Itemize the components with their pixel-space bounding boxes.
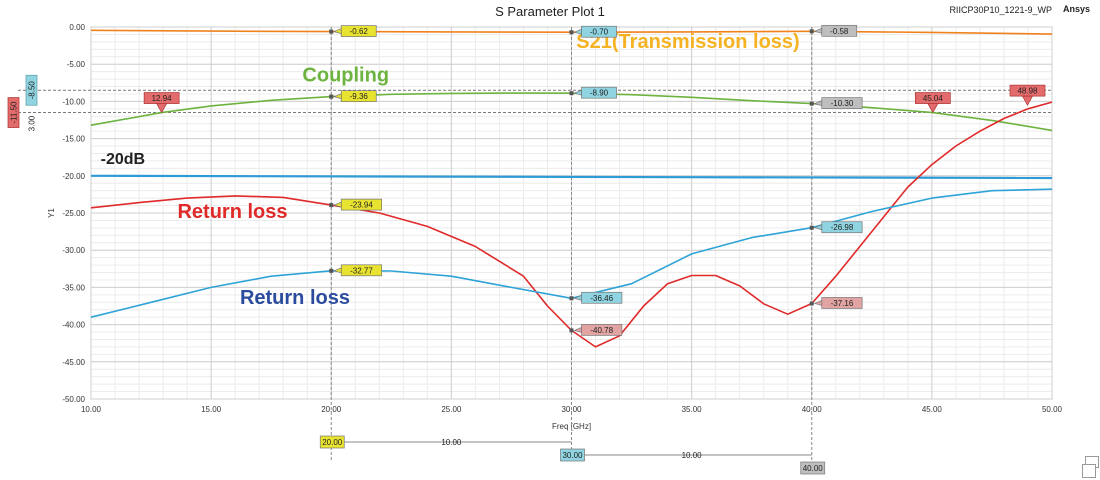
annotation-label: Return loss (177, 201, 287, 223)
marker-value-label: -23.94 (350, 201, 373, 210)
x-axis-label: Freq [GHz] (552, 422, 591, 431)
brand-logo: Ansys (1062, 4, 1090, 14)
y-axis-label: Y1 (47, 208, 56, 218)
y-tick-label: -30.00 (62, 246, 85, 255)
y-tick-label: -20.00 (62, 172, 85, 181)
x-tick-label: 45.00 (922, 405, 943, 414)
x-tick-label: 10.00 (81, 405, 102, 414)
marker-label-pointer (333, 267, 342, 274)
marker-label-pointer (813, 100, 823, 107)
marker-label-pointer (573, 28, 582, 35)
marker-value-label: -10.30 (831, 99, 854, 108)
triangle-marker-pointer (927, 103, 939, 114)
marker-dot (569, 91, 574, 96)
y-side-marker-label: -11.50 (10, 101, 19, 124)
marker-dot (329, 203, 334, 208)
annotation-label: S21(Transmission loss) (576, 31, 799, 53)
triangle-marker-pointer (156, 103, 168, 114)
triangle-marker-label: 12.94 (152, 94, 173, 103)
marker-dot (809, 101, 814, 106)
plot-title: S Parameter Plot 1 (495, 4, 605, 19)
marker-dot (329, 29, 334, 34)
y-tick-label: -15.00 (62, 135, 85, 144)
marker-dot (569, 328, 574, 333)
marker-value-label: -36.46 (590, 294, 613, 303)
y-side-marker-box (7, 97, 20, 128)
y-tick-label: -5.00 (67, 60, 86, 69)
y-side-marker-box (25, 74, 38, 106)
triangle-marker-pointer (1021, 95, 1034, 106)
marker-label-pointer (813, 224, 823, 231)
x-delta-marker-label: 30.00 (562, 451, 583, 460)
marker-dot (569, 296, 574, 301)
y-side-marker-label: -8.50 (28, 81, 37, 100)
marker-value-label: -37.16 (831, 299, 854, 308)
file-name-label: RIICP30P10_1221-9_WP (949, 5, 1052, 15)
corner-resize-icon[interactable] (1082, 464, 1096, 478)
marker-dot (329, 268, 334, 273)
x-delta-marker-box (800, 461, 826, 475)
marker-label-pointer (333, 93, 342, 100)
marker-dot (809, 225, 814, 230)
y-tick-label: 0.00 (69, 23, 85, 32)
marker-label-pointer (573, 326, 582, 333)
x-tick-label: 25.00 (441, 405, 462, 414)
x-delta-span-label: 10.00 (682, 451, 703, 460)
y-tick-label: -10.00 (62, 97, 85, 106)
triangle-marker-label: 45.04 (923, 94, 944, 103)
annotation-label: Return loss (240, 287, 350, 309)
annotation-label: -20dB (101, 151, 145, 168)
x-tick-label: 50.00 (1042, 405, 1063, 414)
marker-value-label: -26.98 (831, 223, 854, 232)
y-tick-label: -40.00 (62, 321, 85, 330)
x-delta-span-label: 10.00 (441, 438, 462, 447)
marker-dot (329, 94, 334, 99)
marker-dot (809, 301, 814, 306)
y-tick-label: -35.00 (62, 283, 85, 292)
triangle-marker-label: 48.98 (1017, 87, 1038, 96)
marker-value-label: -8.90 (590, 89, 609, 98)
x-delta-marker-label: 20.00 (322, 438, 343, 447)
series-ref-20db (90, 174, 1053, 180)
y-tick-label: -50.00 (62, 395, 85, 404)
marker-value-label: -9.36 (350, 92, 369, 101)
x-delta-marker-label: 40.00 (803, 464, 824, 473)
marker-value-label: -32.77 (350, 266, 373, 275)
marker-dot (809, 29, 814, 34)
y-tick-label: -45.00 (62, 358, 85, 367)
x-tick-label: 15.00 (201, 405, 222, 414)
annotation-label: Coupling (302, 64, 389, 86)
marker-label-pointer (333, 28, 342, 35)
marker-label-pointer (573, 89, 582, 96)
marker-label-pointer (573, 294, 582, 301)
marker-label-pointer (333, 201, 342, 208)
x-tick-label: 35.00 (682, 405, 703, 414)
marker-value-label: -0.62 (350, 27, 369, 36)
y-delta-label: 3.00 (28, 115, 37, 131)
marker-value-label: -0.58 (830, 27, 849, 36)
y-tick-label: -25.00 (62, 209, 85, 218)
marker-dot (569, 30, 574, 35)
marker-label-pointer (813, 27, 823, 34)
marker-value-label: -0.70 (590, 28, 609, 37)
marker-label-pointer (813, 299, 823, 306)
marker-value-label: -40.78 (590, 326, 613, 335)
